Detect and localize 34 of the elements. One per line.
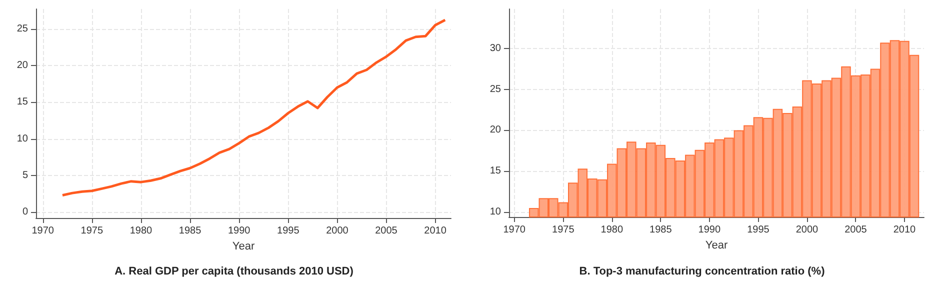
x-tick-label: 1995 [277,226,300,236]
x-tick-label: 1975 [552,224,575,236]
x-tick-label: 1990 [698,224,721,236]
x-tick-label: 2000 [796,224,819,236]
y-tick-label: 0 [22,206,28,218]
y-tick-label: 15 [490,166,502,177]
text: A. Real GDP per capita (thousands 2010 USD) [114,266,354,278]
y-tick-label: 10 [16,133,28,144]
x-tick-label: 1980 [130,226,153,236]
text: B. Top-3 manufacturing concentration ratio (%) [579,266,826,278]
x-tick-label: 2005 [844,224,868,236]
x-axis-title: Year [232,240,255,252]
y-tick-label: 30 [490,42,502,54]
x-axis-title: Year [705,239,728,252]
x-tick-label: 1985 [178,226,202,236]
x-tick-label: 1995 [747,224,770,236]
y-tick-label: 25 [16,23,28,34]
line-series [61,18,446,197]
x-tick-label: 1975 [80,226,104,236]
x-tick-label: 1985 [650,224,672,236]
x-tick-label: 2010 [893,224,916,236]
x-tick-label: 1990 [228,226,251,236]
x-tick-label: 1970 [32,226,54,236]
y-tick-label: 5 [22,170,28,181]
y-tick-label: 25 [490,84,502,95]
x-tick-label: 1970 [503,224,526,236]
y-tick-label: 20 [16,60,28,71]
y-tick-label: 10 [490,206,502,218]
y-tick-label: 20 [490,124,502,136]
x-tick-label: 1980 [600,224,624,236]
x-tick-label: 2005 [375,226,398,236]
x-tick-label: 2000 [326,226,349,236]
y-tick-label: 15 [16,96,28,108]
x-tick-label: 2010 [424,226,447,236]
